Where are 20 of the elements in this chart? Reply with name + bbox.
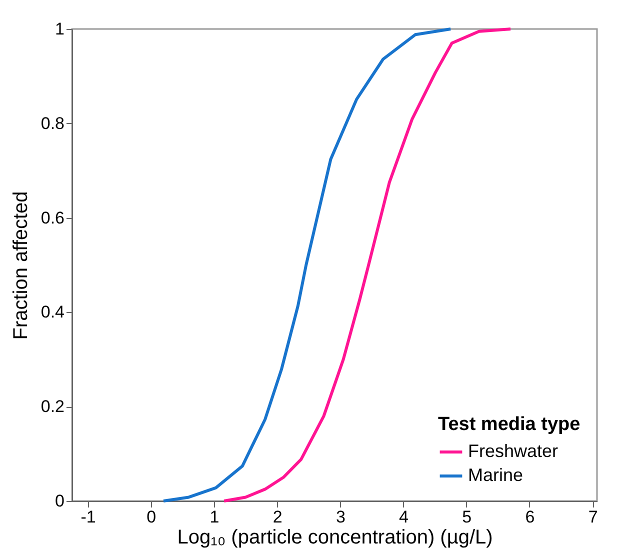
x-tick-label: 2 bbox=[272, 508, 282, 526]
x-tick-label: -1 bbox=[80, 508, 96, 526]
x-tick-label: 5 bbox=[462, 508, 472, 526]
x-tick-label: 3 bbox=[336, 508, 346, 526]
y-tick-label: 0.2 bbox=[40, 397, 64, 416]
y-tick-label: 0.8 bbox=[40, 114, 64, 133]
legend-label: Marine bbox=[468, 465, 524, 485]
x-tick-label: 6 bbox=[525, 508, 535, 526]
y-tick-label: 1 bbox=[55, 20, 64, 38]
legend-label: Freshwater bbox=[468, 441, 558, 461]
x-tick-label: 7 bbox=[588, 508, 598, 526]
y-tick-label: 0.6 bbox=[40, 208, 64, 228]
x-tick-label: 1 bbox=[210, 508, 220, 526]
y-axis-title: Fraction affected bbox=[10, 191, 32, 340]
y-tick-label: 0 bbox=[55, 492, 64, 510]
x-axis-title: Log₁₀ (particle concentration) (µg/L) bbox=[177, 526, 493, 548]
legend-title: Test media type bbox=[438, 414, 580, 435]
y-tick-label: 0.4 bbox=[40, 302, 64, 322]
x-tick-label: 0 bbox=[146, 508, 156, 526]
x-tick-label: 4 bbox=[399, 508, 409, 526]
